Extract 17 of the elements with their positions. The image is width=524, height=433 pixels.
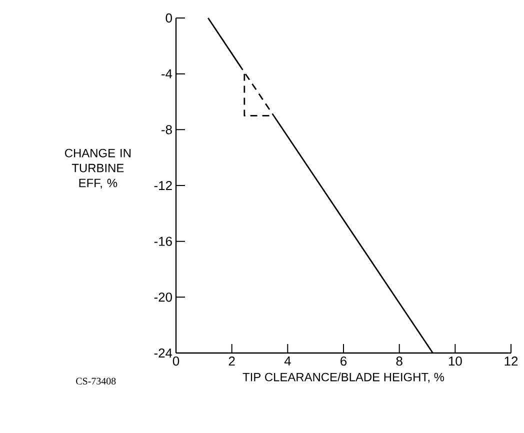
x-tick-label: 0 <box>172 356 180 366</box>
x-tick-label: 6 <box>340 356 347 366</box>
x-tick-label: 2 <box>228 356 235 366</box>
y-tick-label: -16 <box>154 236 172 246</box>
text: CS-73408 <box>76 378 116 384</box>
y-tick-label: -8 <box>162 125 172 134</box>
y-axis-title: CHANGE IN TURBINE EFF, % <box>64 148 130 189</box>
x-tick-label: 12 <box>504 356 518 366</box>
x-tick-label: 10 <box>448 356 462 366</box>
y-tick-label: -12 <box>154 180 172 190</box>
x-axis-title: TIP CLEARANCE/BLADE HEIGHT, % <box>242 372 444 383</box>
y-tick-label: -24 <box>154 348 172 358</box>
y-tick-label: 0 <box>166 13 172 23</box>
x-tick-label: 4 <box>284 356 291 366</box>
y-tick-label: -4 <box>162 69 172 78</box>
x-tick-label: 8 <box>396 356 402 366</box>
y-tick-label: -20 <box>154 292 172 302</box>
